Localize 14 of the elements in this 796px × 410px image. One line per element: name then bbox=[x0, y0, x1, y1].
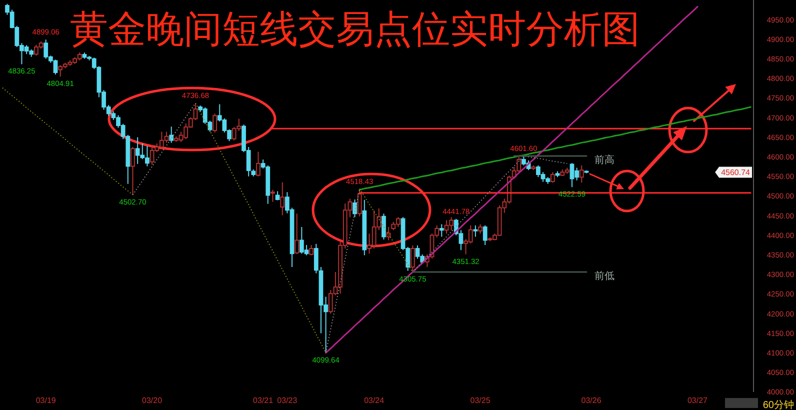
x-tick-label: 03/23 bbox=[277, 396, 298, 405]
price-tag: 4560.74 bbox=[715, 166, 752, 178]
series-label: 前低 bbox=[594, 270, 614, 282]
chart-title: 黄金晚间短线交易点位实时分析图 bbox=[70, 7, 640, 51]
x-tick-label: 03/27 bbox=[687, 396, 708, 405]
x-tick-label: 03/25 bbox=[470, 396, 491, 405]
x-tick-label: 03/26 bbox=[581, 396, 602, 405]
text: 60分钟 bbox=[762, 399, 794, 410]
annotation: 4560.74 bbox=[721, 168, 751, 177]
series-label: 前高 bbox=[594, 154, 614, 166]
x-tick-label: 03/20 bbox=[142, 396, 163, 405]
x-tick-label: 03/19 bbox=[36, 396, 56, 405]
x-tick-label: 03/24 bbox=[364, 396, 385, 405]
x-tick-label: 03/21 bbox=[253, 396, 274, 405]
